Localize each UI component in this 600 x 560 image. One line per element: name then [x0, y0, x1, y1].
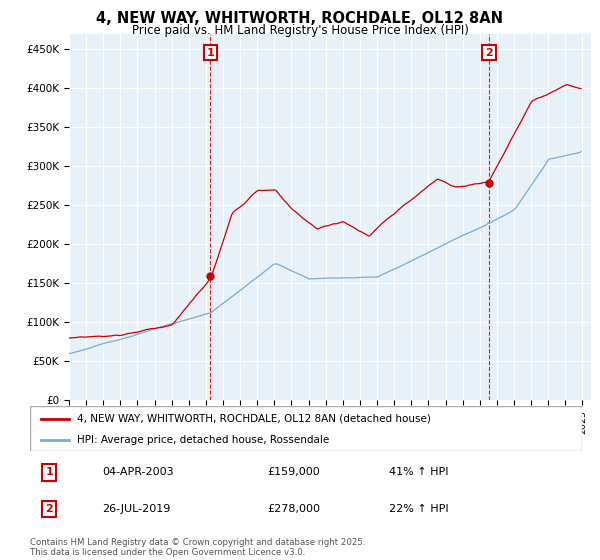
Text: 1: 1 [46, 468, 53, 478]
Text: Price paid vs. HM Land Registry's House Price Index (HPI): Price paid vs. HM Land Registry's House … [131, 24, 469, 36]
Text: Contains HM Land Registry data © Crown copyright and database right 2025.
This d: Contains HM Land Registry data © Crown c… [30, 538, 365, 557]
Text: 4, NEW WAY, WHITWORTH, ROCHDALE, OL12 8AN (detached house): 4, NEW WAY, WHITWORTH, ROCHDALE, OL12 8A… [77, 413, 431, 423]
Text: 2: 2 [485, 48, 493, 58]
Text: 26-JUL-2019: 26-JUL-2019 [102, 504, 170, 514]
Text: 4, NEW WAY, WHITWORTH, ROCHDALE, OL12 8AN: 4, NEW WAY, WHITWORTH, ROCHDALE, OL12 8A… [97, 11, 503, 26]
Text: HPI: Average price, detached house, Rossendale: HPI: Average price, detached house, Ross… [77, 435, 329, 445]
Text: 41% ↑ HPI: 41% ↑ HPI [389, 468, 448, 478]
Text: 22% ↑ HPI: 22% ↑ HPI [389, 504, 448, 514]
Text: 04-APR-2003: 04-APR-2003 [102, 468, 173, 478]
Text: £159,000: £159,000 [268, 468, 320, 478]
Text: 1: 1 [206, 48, 214, 58]
Text: 2: 2 [46, 504, 53, 514]
Text: £278,000: £278,000 [268, 504, 320, 514]
